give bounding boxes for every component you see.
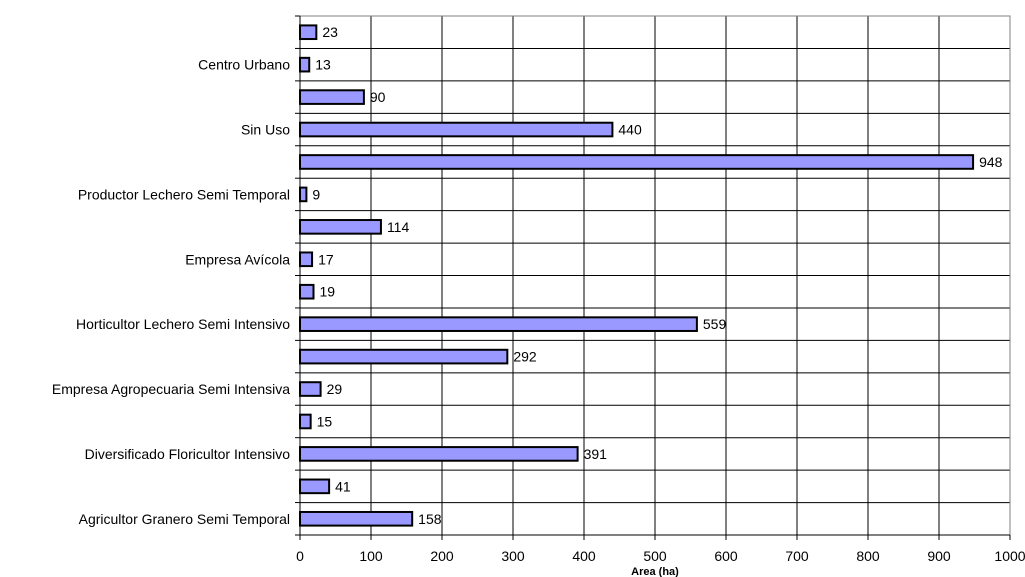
x-tick-label: 500 <box>643 548 667 564</box>
x-axis-ticks: 0 100 200 300 400 500 600 700 800 900 1000 <box>296 535 1025 564</box>
data-label: 41 <box>335 478 351 494</box>
data-label: 90 <box>370 89 386 105</box>
x-tick-label: 800 <box>856 548 880 564</box>
x-tick-label: 400 <box>572 548 596 564</box>
category-label: Agricultor Granero Semi Temporal <box>79 511 290 527</box>
category-label: Productor Lechero Semi Temporal <box>78 186 290 202</box>
category-label: Centro Urbano <box>198 57 290 73</box>
bar <box>299 24 318 41</box>
bar <box>299 56 311 73</box>
x-tick-label: 900 <box>927 548 951 564</box>
bar <box>299 121 614 138</box>
x-tick-label: 0 <box>296 548 304 564</box>
data-label: 948 <box>979 154 1003 170</box>
data-label: 17 <box>318 251 334 267</box>
bar <box>299 381 322 397</box>
data-labels: 23 13 90 440 948 9 114 17 19 559 292 29 15 391 41 158 <box>312 24 1002 527</box>
bar <box>299 446 579 462</box>
bar <box>299 89 365 105</box>
category-label: Sin Uso <box>241 122 290 138</box>
bar <box>299 186 308 203</box>
data-label: 391 <box>584 446 608 462</box>
data-label: 9 <box>312 186 320 202</box>
bar <box>299 510 414 527</box>
bars <box>299 24 975 527</box>
x-tick-label: 600 <box>714 548 738 564</box>
data-label: 15 <box>317 413 333 429</box>
x-tick-label: 200 <box>430 548 454 564</box>
bar <box>299 316 698 332</box>
data-label: 559 <box>703 316 727 332</box>
x-axis-title: Area (ha) <box>631 566 679 577</box>
data-label: 19 <box>319 284 335 300</box>
category-label: Empresa Agropecuaria Semi Intensiva <box>52 381 290 397</box>
data-label: 440 <box>618 122 642 138</box>
bar <box>299 154 975 170</box>
gridlines <box>300 16 1010 535</box>
category-label: Empresa Avícola <box>185 251 290 267</box>
category-label: Horticultor Lechero Semi Intensivo <box>76 316 290 332</box>
bar <box>299 283 315 300</box>
data-label: 158 <box>418 511 442 527</box>
category-labels: Centro Urbano Sin Uso Productor Lechero Se… <box>52 57 290 527</box>
x-tick-label: 300 <box>501 548 525 564</box>
data-label: 13 <box>315 57 331 73</box>
bar <box>299 219 382 235</box>
data-label: 23 <box>322 24 338 40</box>
x-tick-label: 100 <box>359 548 383 564</box>
category-label: Diversificado Floricultor Intensivo <box>85 446 291 462</box>
bar <box>299 251 314 268</box>
data-label: 114 <box>387 219 410 235</box>
data-label: 292 <box>513 349 537 365</box>
bar <box>299 413 312 430</box>
data-label: 29 <box>327 381 343 397</box>
x-tick-label: 700 <box>785 548 809 564</box>
bar <box>299 348 509 365</box>
x-tick-label: 1000 <box>994 548 1025 564</box>
bar <box>299 478 331 495</box>
